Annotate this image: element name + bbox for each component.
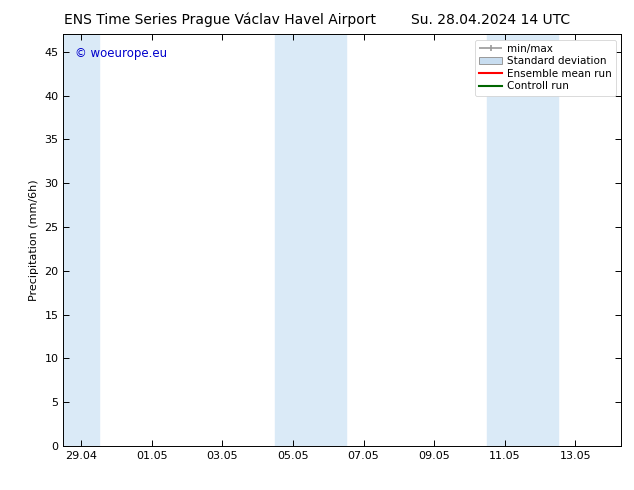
Bar: [487, 34, 558, 446]
Y-axis label: Precipitation (mm/6h): Precipitation (mm/6h): [29, 179, 39, 301]
Text: ENS Time Series Prague Václav Havel Airport        Su. 28.04.2024 14 UTC: ENS Time Series Prague Václav Havel Airp…: [64, 12, 570, 27]
Bar: [275, 34, 346, 446]
Legend: min/max, Standard deviation, Ensemble mean run, Controll run: min/max, Standard deviation, Ensemble me…: [475, 40, 616, 96]
Text: © woeurope.eu: © woeurope.eu: [75, 47, 167, 60]
Bar: [63, 34, 99, 446]
